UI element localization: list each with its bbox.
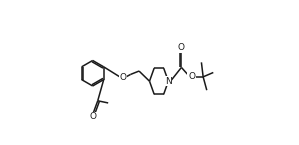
- Text: O: O: [119, 73, 126, 82]
- Text: O: O: [188, 72, 195, 81]
- Text: N: N: [165, 77, 172, 86]
- Text: O: O: [178, 43, 185, 52]
- Text: O: O: [89, 112, 97, 121]
